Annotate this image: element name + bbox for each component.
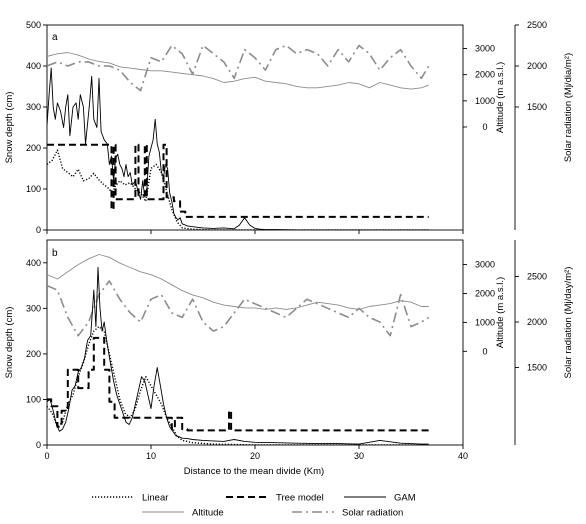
panel-letter: b <box>52 248 58 259</box>
series-line-solar-radiation <box>47 44 430 92</box>
series-line-linear <box>47 149 429 230</box>
y2-axis-title: Altitude (m a.s.l.) <box>495 62 506 133</box>
y-axis-title: Snow depth (cm) <box>4 307 15 379</box>
y-tick-label: 400 <box>26 258 41 268</box>
y-tick-label: 400 <box>26 61 41 71</box>
y2-tick-label: 1000 <box>475 317 495 327</box>
y3-tick-label: 2500 <box>527 271 547 281</box>
y-tick-label: 300 <box>26 102 41 112</box>
x-tick-label: 40 <box>458 451 468 461</box>
x-tick-label: 10 <box>146 451 156 461</box>
y-tick-label: 200 <box>26 143 41 153</box>
series-line-gam <box>47 266 429 445</box>
y2-tick-label: 0 <box>482 122 487 132</box>
series-group <box>47 254 430 445</box>
plot-frame <box>46 24 464 231</box>
y-axis-title: Snow depth (cm) <box>4 92 15 164</box>
y-tick-label: 100 <box>26 394 41 404</box>
series-line-gam <box>47 67 429 230</box>
series-line-altitude <box>47 254 429 310</box>
legend-label-solar-radiation: Solar radiation <box>342 508 403 519</box>
y-tick-label: 300 <box>26 303 41 313</box>
y3-tick-label: 2000 <box>527 317 547 327</box>
x-tick-label: 30 <box>354 451 364 461</box>
series-line-tree-model <box>47 143 429 218</box>
y2-tick-label: 2000 <box>475 288 495 298</box>
legend-label-altitude: Altitude <box>192 508 224 519</box>
legend-label-gam: GAM <box>394 493 416 504</box>
y2-tick-label: 3000 <box>475 260 495 270</box>
y3-tick-label: 2500 <box>527 20 547 30</box>
legend: Linear Tree model GAM Altitude Solar radiati… <box>92 493 416 519</box>
y3-tick-label: 2000 <box>527 61 547 71</box>
y2-tick-label: 0 <box>482 346 487 356</box>
y2-tick-label: 2000 <box>475 70 495 80</box>
panel-a: a 0 100 200 300 400 500 Snow depth (cm) 0 1000 200… <box>4 20 574 235</box>
plot-frame <box>46 239 464 446</box>
series-line-altitude <box>47 52 429 90</box>
series-line-linear <box>47 325 429 445</box>
y-tick-label: 200 <box>26 349 41 359</box>
x-axis-title: Distance to the mean divide (Km) <box>184 466 324 477</box>
y2-tick-label: 1000 <box>475 96 495 106</box>
legend-label-linear: Linear <box>142 493 168 504</box>
x-tick-label: 20 <box>250 451 260 461</box>
y3-tick-label: 1500 <box>527 363 547 373</box>
series-line-solar-radiation <box>47 280 430 337</box>
x-tick-label: 0 <box>44 451 49 461</box>
y-tick-label: 100 <box>26 184 41 194</box>
y-tick-label: 0 <box>36 225 41 235</box>
y2-axis-title: Altitude (m a.s.l.) <box>495 277 506 348</box>
panel-letter: a <box>52 32 58 43</box>
y2-tick-label: 3000 <box>475 44 495 54</box>
y-tick-label: 0 <box>36 440 41 450</box>
series-group <box>47 44 430 230</box>
y3-axis-title: Solar radiation (Mj/day/m²) <box>563 267 574 379</box>
legend-label-tree-model: Tree model <box>276 493 324 504</box>
series-line-tree-model <box>47 336 429 432</box>
y-tick-label: 500 <box>26 20 41 30</box>
y3-tick-label: 1500 <box>527 102 547 112</box>
y3-axis-title: Solar radiation (Mj/dia/m²) <box>563 53 574 162</box>
